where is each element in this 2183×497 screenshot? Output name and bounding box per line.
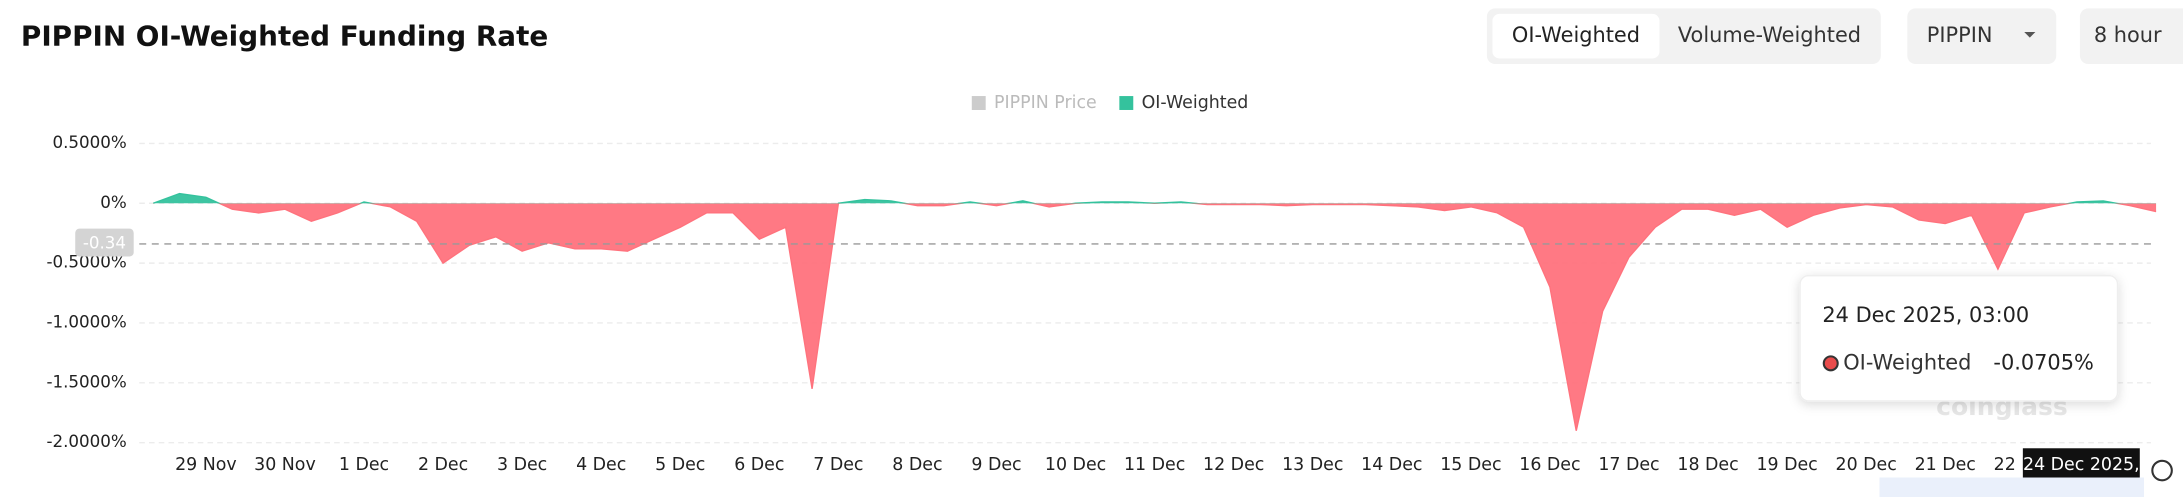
- tooltip-title: 24 Dec 2025, 03:00: [1822, 303, 2029, 327]
- tooltip-series: OI-Weighted: [1843, 350, 1971, 374]
- x-tick-label: 21 Dec: [1915, 455, 1976, 475]
- x-tick-label: 14 Dec: [1361, 455, 1422, 475]
- legend-swatch: [971, 96, 986, 110]
- x-tick-label: 13 Dec: [1282, 455, 1343, 475]
- dropdown-caret: [2024, 32, 2036, 38]
- legend-swatch: [1119, 96, 1134, 110]
- x-tick-label: 15 Dec: [1440, 455, 1501, 475]
- x-tick-label: 8 Dec: [892, 455, 942, 475]
- chart-title: PIPPIN OI-Weighted Funding Rate: [21, 20, 548, 53]
- x-tick-label: 12 Dec: [1203, 455, 1264, 475]
- x-tick-label: 6 Dec: [734, 455, 784, 475]
- x-tick-label: 1 Dec: [339, 455, 389, 475]
- interval-select[interactable]: [2079, 8, 2183, 65]
- y-tick-label: -1.5000%: [46, 371, 126, 391]
- zoom-slider[interactable]: [1879, 477, 2144, 497]
- x-tick-label: 19 Dec: [1756, 455, 1817, 475]
- y-tick-label: 0.5000%: [52, 132, 126, 152]
- x-tick-label: 9 Dec: [971, 455, 1021, 475]
- interval-text[interactable]: 8 hour: [2094, 23, 2162, 47]
- area: [153, 193, 2157, 431]
- tab[interactable]: OI-Weighted: [1512, 23, 1640, 47]
- plot: 0.5000% 0% -0.5000% -1.0000% -1.5000% -2.0000…: [46, 93, 2157, 482]
- crosshair-x-box: [2022, 448, 2140, 482]
- x-tick-label: 10 Dec: [1045, 455, 1106, 475]
- y-tick-label: -2.0000%: [46, 431, 126, 451]
- y-tick-label: -1.0000%: [46, 311, 126, 331]
- x-tick-label: 3 Dec: [497, 455, 547, 475]
- x-tick-label: 11 Dec: [1124, 455, 1185, 475]
- x-tick-label: 20 Dec: [1836, 455, 1897, 475]
- x-tick-label: 18 Dec: [1677, 455, 1738, 475]
- x-tick-label: 17 Dec: [1598, 455, 1659, 475]
- symbol-text[interactable]: PIPPIN: [1927, 23, 1993, 47]
- tooltip-value: -0.0705%: [1993, 350, 2093, 374]
- x-tick-label: 30 Nov: [254, 455, 316, 475]
- legend-label[interactable]: OI-Weighted: [1142, 93, 1249, 113]
- y-tick-label: -0.5000%: [46, 252, 126, 272]
- y-tick-label: 0%: [100, 192, 126, 212]
- crosshair-label: -0.34: [83, 232, 126, 252]
- settings-icon[interactable]: [2151, 459, 2173, 482]
- line: [152, 192, 2157, 431]
- tooltip: 24 Dec 2025, 03:00 OI-Weighted -0.0705%: [1799, 274, 2119, 402]
- tooltip-dot: [1822, 355, 1839, 372]
- tab-active[interactable]: [1492, 13, 1660, 59]
- x-tick-label: 29 Nov: [175, 455, 237, 475]
- x-tick-label: 2 Dec: [418, 455, 468, 475]
- x-tick-label: 5 Dec: [655, 455, 705, 475]
- tab[interactable]: Volume-Weighted: [1678, 23, 1861, 47]
- legend-label[interactable]: PIPPIN Price: [994, 93, 1097, 113]
- x-tick-label: 7 Dec: [813, 455, 863, 475]
- x-tick-label: 4 Dec: [576, 455, 626, 475]
- crosshair-x-label: 24 Dec 2025,: [2023, 455, 2140, 475]
- x-tick-label: 16 Dec: [1519, 455, 1580, 475]
- tooltip-box: [1799, 274, 2119, 402]
- crosshair-label-box: [75, 228, 134, 257]
- symbol-select[interactable]: [1907, 8, 2057, 65]
